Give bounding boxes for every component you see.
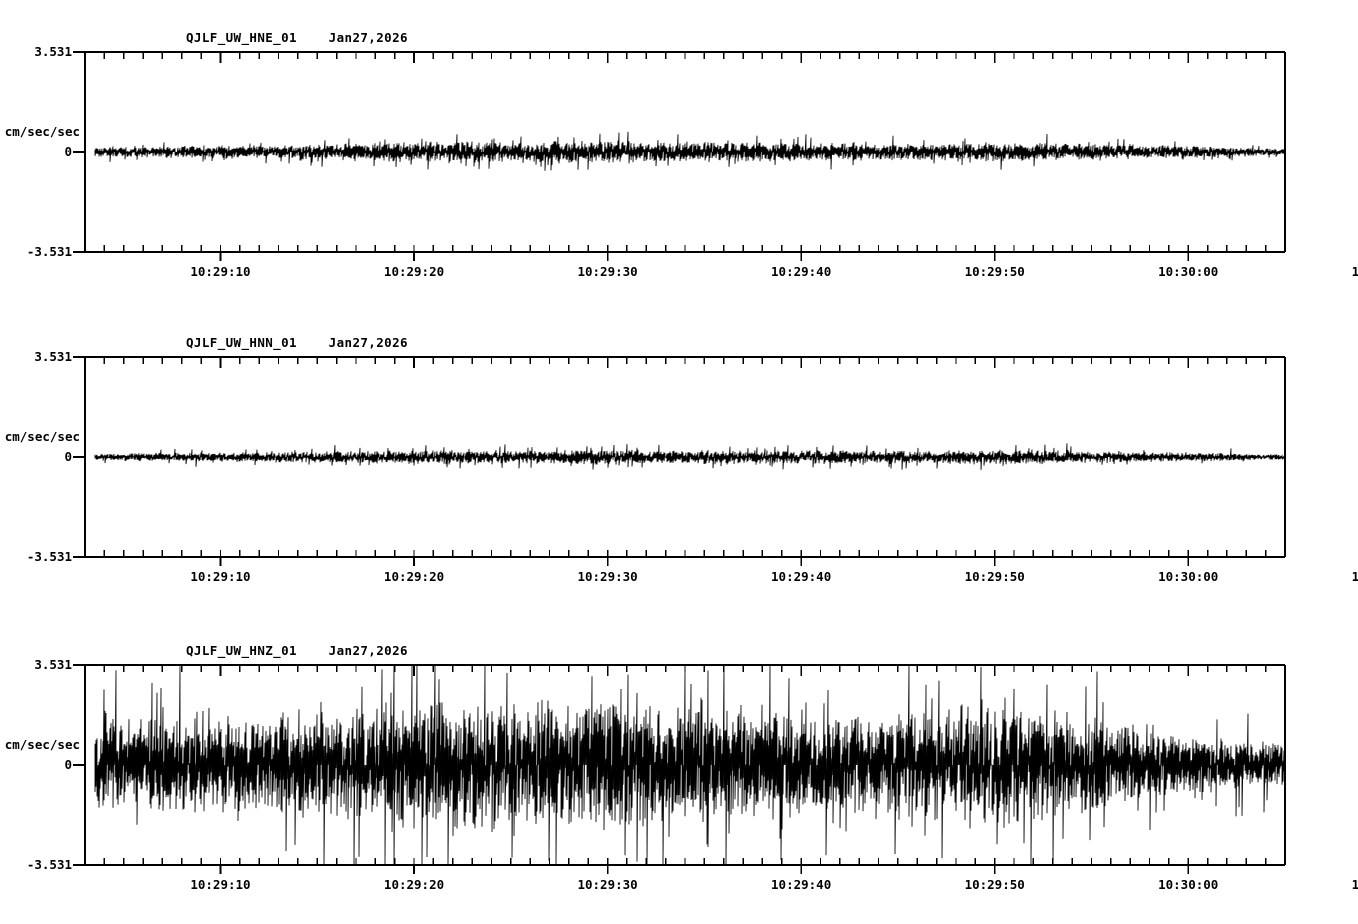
y-tick-label: -3.531 — [26, 244, 72, 259]
x-tick-label: 10:29:20 — [383, 569, 445, 584]
y-axis-unit-label: cm/sec/sec — [4, 429, 80, 444]
y-axis-unit-label: cm/sec/sec — [4, 737, 80, 752]
x-tick-label: 10:29:30 — [577, 877, 638, 892]
waveform-trace — [94, 443, 1286, 470]
y-axis-unit-label: cm/sec/sec — [4, 124, 80, 139]
x-tick-label: 10:29:20 — [383, 264, 445, 279]
x-tick-label: 10:30:10 — [1351, 264, 1358, 279]
plot-title: QJLF_UW_HNE_01 Jan27,2026 — [186, 30, 408, 45]
x-tick-label: 10:29:40 — [771, 877, 832, 892]
y-tick-label: 3.531 — [34, 44, 72, 59]
x-tick-label: 10:29:40 — [771, 264, 832, 279]
plot-title: QJLF_UW_HNZ_01 Jan27,2026 — [186, 643, 408, 658]
y-tick-label: 3.531 — [34, 657, 72, 672]
x-tick-label: 10:29:50 — [964, 569, 1025, 584]
x-tick-label: 10:29:10 — [190, 569, 251, 584]
plot-title: QJLF_UW_HNN_01 Jan27,2026 — [186, 335, 408, 350]
waveform-trace — [94, 664, 1286, 866]
y-tick-label: -3.531 — [26, 857, 72, 872]
x-tick-label: 10:29:40 — [771, 569, 832, 584]
x-tick-label: 10:30:00 — [1158, 569, 1219, 584]
x-tick-label: 10:30:00 — [1158, 877, 1219, 892]
y-tick-label: 0 — [64, 757, 72, 772]
waveform-trace — [94, 131, 1286, 171]
x-tick-label: 10:29:50 — [964, 877, 1025, 892]
x-tick-label: 10:29:50 — [964, 264, 1025, 279]
y-tick-label: 0 — [64, 449, 72, 464]
y-tick-label: 0 — [64, 144, 72, 159]
y-tick-label: -3.531 — [26, 549, 72, 564]
x-tick-label: 10:30:10 — [1351, 877, 1358, 892]
x-tick-label: 10:29:30 — [577, 569, 638, 584]
x-tick-label: 10:30:10 — [1351, 569, 1358, 584]
x-tick-label: 10:30:00 — [1158, 264, 1219, 279]
x-tick-label: 10:29:20 — [383, 877, 445, 892]
y-tick-label: 3.531 — [34, 349, 72, 364]
x-tick-label: 10:29:10 — [190, 877, 251, 892]
x-tick-label: 10:29:10 — [190, 264, 251, 279]
x-tick-label: 10:29:30 — [577, 264, 638, 279]
